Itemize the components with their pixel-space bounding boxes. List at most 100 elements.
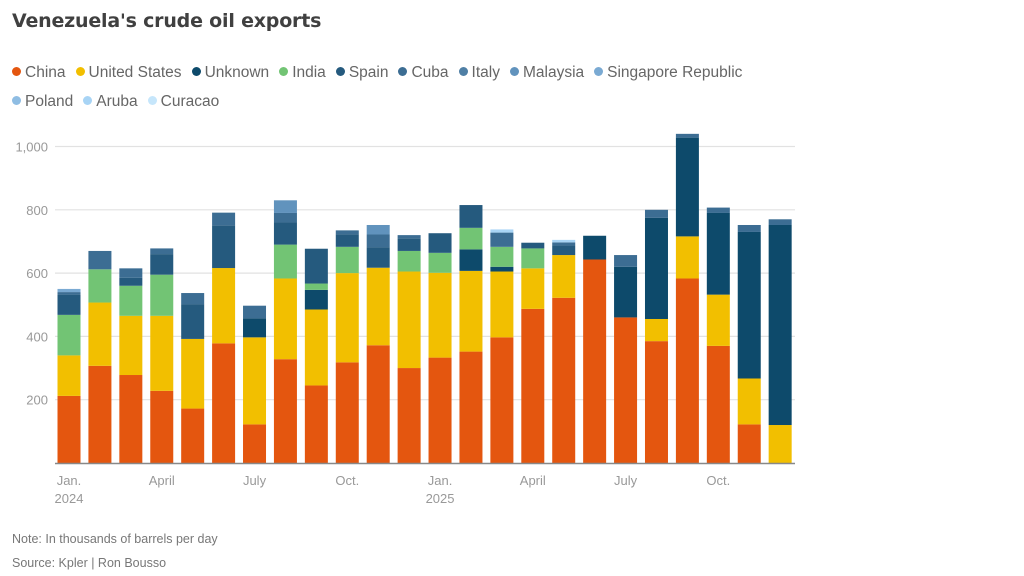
bar-segment-cuba bbox=[768, 219, 792, 225]
bar-segment-unknown bbox=[737, 231, 761, 379]
bar-segment-spain bbox=[552, 245, 576, 256]
bar-sep-2024 bbox=[304, 248, 328, 463]
legend-dot-icon bbox=[509, 67, 519, 76]
bar-segment-india bbox=[490, 246, 514, 267]
x-tick-label: July bbox=[614, 473, 638, 488]
bar-segment-united-states bbox=[768, 425, 792, 463]
legend-label: Italy bbox=[471, 64, 500, 81]
bar-segment-united-states bbox=[644, 318, 668, 342]
bar-segment-cuba bbox=[737, 224, 761, 232]
x-tick-year-label: 2024 bbox=[55, 491, 84, 506]
legend-dot-icon bbox=[335, 67, 345, 76]
y-tick-label: 400 bbox=[26, 329, 48, 344]
bar-segment-china bbox=[243, 424, 267, 463]
bar-segment-india bbox=[304, 283, 328, 290]
chart-title: Venezuela's crude oil exports bbox=[12, 10, 322, 32]
legend: China United States Unknown India Spain Cuba I… bbox=[12, 58, 812, 116]
bar-segment-united-states bbox=[521, 268, 545, 309]
bar-segment-spain bbox=[459, 205, 483, 228]
bar-segment-india bbox=[57, 314, 81, 356]
bar-segment-india bbox=[119, 285, 143, 316]
bar-segment-singapore-republic bbox=[57, 288, 81, 293]
bar-segment-unknown bbox=[644, 217, 668, 319]
bar-segment-cuba bbox=[614, 255, 638, 267]
bar-segment-malaysia bbox=[273, 200, 297, 213]
legend-dot-icon bbox=[458, 67, 468, 76]
bar-nov-2025 bbox=[737, 224, 761, 463]
bar-oct-2025 bbox=[706, 207, 730, 463]
bar-segment-china bbox=[428, 357, 452, 463]
bar-segment-china bbox=[459, 351, 483, 463]
bar-segment-cuba bbox=[335, 230, 359, 235]
bar-apr-2025 bbox=[521, 242, 545, 463]
bar-segment-united-states bbox=[737, 378, 761, 425]
bar-segment-china bbox=[119, 375, 143, 463]
bar-segment-cuba bbox=[57, 292, 81, 295]
legend-item-poland: Poland bbox=[12, 87, 73, 116]
bar-segment-china bbox=[212, 343, 236, 463]
bar-jan-2024 bbox=[57, 288, 81, 463]
bar-nov-2024 bbox=[366, 224, 390, 463]
bar-segment-india bbox=[459, 227, 483, 250]
bar-segment-spain bbox=[181, 304, 205, 339]
bar-segment-united-states bbox=[552, 255, 576, 298]
bar-segment-spain bbox=[366, 247, 390, 268]
chart-source: Source: Kpler | Ron Bousso bbox=[12, 556, 167, 570]
bar-dec-2025 bbox=[768, 219, 792, 463]
bar-segment-cuba bbox=[706, 207, 730, 213]
legend-item-cuba: Cuba bbox=[398, 58, 449, 87]
bar-segment-unknown bbox=[243, 318, 267, 338]
bar-segment-spain bbox=[397, 238, 421, 251]
legend-label: Poland bbox=[25, 93, 74, 110]
bar-segment-unknown bbox=[675, 137, 699, 237]
bar-segment-cuba bbox=[212, 212, 236, 226]
bar-segment-united-states bbox=[243, 337, 267, 425]
bar-feb-2025 bbox=[459, 205, 483, 463]
legend-label: Cuba bbox=[411, 64, 449, 81]
bar-segment-unknown bbox=[490, 266, 514, 272]
bar-segment-cuba bbox=[181, 293, 205, 305]
bar-segment-cuba bbox=[119, 268, 143, 278]
bar-segment-china bbox=[614, 317, 638, 463]
bar-segment-united-states bbox=[304, 309, 328, 386]
bar-segment-china bbox=[737, 424, 761, 463]
bar-segment-united-states bbox=[273, 278, 297, 360]
y-tick-label: 600 bbox=[26, 266, 48, 281]
bar-jul-2024 bbox=[243, 305, 267, 463]
bar-segment-cuba bbox=[366, 234, 390, 248]
bar-segment-china bbox=[304, 385, 328, 463]
bar-aug-2024 bbox=[273, 200, 297, 463]
bar-segment-cuba bbox=[644, 209, 668, 218]
x-tick-label: April bbox=[149, 473, 175, 488]
bar-segment-china bbox=[397, 368, 421, 463]
legend-dot-icon bbox=[12, 67, 21, 76]
legend-item-curacao: Curacao bbox=[147, 87, 219, 116]
bar-segment-spain bbox=[428, 233, 452, 253]
bar-segment-china bbox=[335, 362, 359, 463]
bar-segment-india bbox=[335, 246, 359, 274]
x-axis-ticks: Jan. 2024 April July Oct. Jan. 2025 April July Oc… bbox=[55, 473, 731, 506]
bar-segment-aruba bbox=[552, 239, 576, 243]
bar-segment-spain bbox=[150, 254, 174, 275]
bar-segment-china bbox=[366, 345, 390, 463]
y-tick-label: 200 bbox=[26, 393, 48, 408]
legend-label: China bbox=[25, 64, 66, 81]
legend-dot-icon bbox=[12, 96, 21, 105]
bar-segment-unknown bbox=[583, 235, 607, 260]
bar-segment-united-states bbox=[181, 338, 205, 409]
bar-segment-united-states bbox=[459, 270, 483, 352]
legend-item-italy: Italy bbox=[458, 58, 500, 87]
bar-segment-united-states bbox=[335, 273, 359, 363]
bar-segment-unknown bbox=[459, 249, 483, 271]
legend-label: United States bbox=[88, 64, 182, 81]
bar-segment-united-states bbox=[706, 294, 730, 346]
bar-segment-unknown bbox=[768, 224, 792, 426]
bar-segment-india bbox=[88, 269, 112, 303]
legend-item-aruba: Aruba bbox=[83, 87, 138, 116]
bar-segment-china bbox=[521, 308, 545, 463]
grid-lines bbox=[55, 145, 795, 401]
legend-label: Singapore Republic bbox=[607, 64, 743, 81]
x-tick-label: Jan. bbox=[57, 473, 82, 488]
legend-item-spain: Spain bbox=[335, 58, 388, 87]
bar-may-2024 bbox=[181, 293, 205, 463]
